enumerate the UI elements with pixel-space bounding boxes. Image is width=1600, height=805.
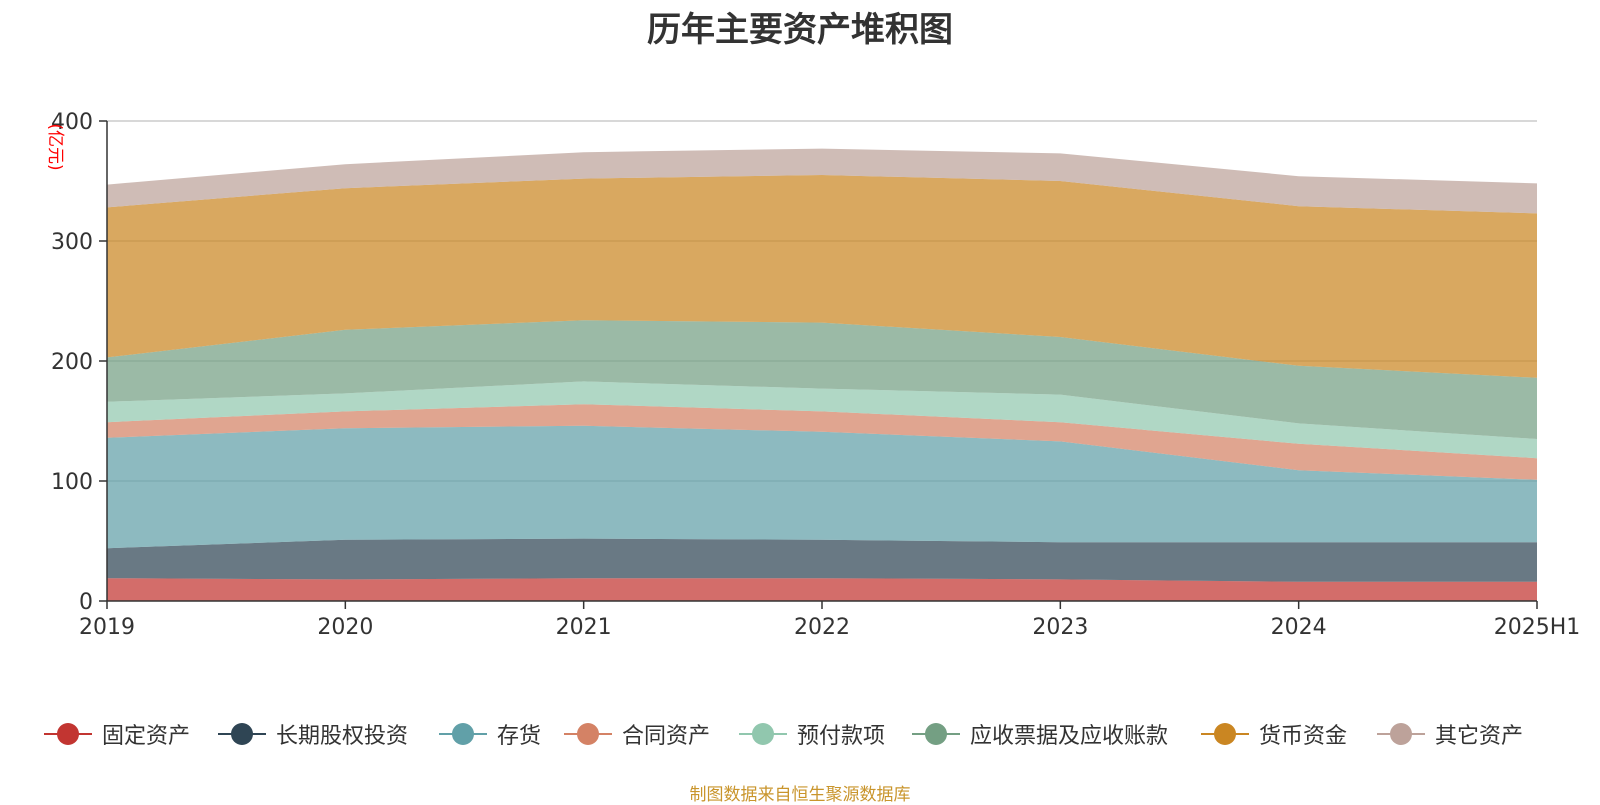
y-tick-label: 200	[51, 350, 93, 375]
legend-item-6[interactable]: 货币资金	[1199, 716, 1347, 752]
y-tick-label: 0	[79, 590, 93, 615]
x-tick-label: 2022	[794, 615, 850, 640]
legend-marker-icon	[737, 716, 789, 752]
area-series-0	[107, 578, 1537, 601]
x-tick-label: 2023	[1032, 615, 1088, 640]
legend-label: 存货	[497, 724, 542, 749]
legend-item-4[interactable]: 预付款项	[737, 716, 885, 752]
y-tick-label: 400	[51, 110, 93, 135]
x-tick-label: 2024	[1271, 615, 1327, 640]
legend-label: 预付款项	[797, 724, 886, 749]
legend-label: 合同资产	[622, 724, 711, 749]
legend-marker-icon	[562, 716, 614, 752]
y-tick-label: 300	[51, 230, 93, 255]
axes: 0 100 200 300 400 2019 2020 2021 2022 2023 2024 202…	[51, 110, 1580, 640]
area-series-6	[107, 175, 1537, 378]
area-series-7	[107, 148, 1537, 214]
area-series-3	[107, 404, 1537, 480]
stacked-area-chart: 0 100 200 300 400 2019 2020 2021 2022 2023 2024 202…	[45, 110, 1580, 640]
legend-marker-icon	[1199, 716, 1251, 752]
legend-label: 应收票据及应收账款	[970, 724, 1169, 749]
legend-item-7[interactable]: 其它资产	[1375, 716, 1523, 752]
legend-item-3[interactable]: 合同资产	[562, 716, 710, 752]
x-tick-label: 2021	[556, 615, 612, 640]
legend-marker-icon	[1375, 716, 1427, 752]
legend-marker-icon	[216, 716, 268, 752]
source-note: 制图数据来自恒生聚源数据库	[689, 785, 911, 805]
x-tick-label: 2025H1	[1494, 615, 1581, 640]
legend-label: 其它资产	[1435, 724, 1524, 749]
legend-item-1[interactable]: 长期股权投资	[216, 716, 408, 752]
legend-marker-icon	[42, 716, 94, 752]
area-series-2	[107, 425, 1537, 549]
area-series-5	[107, 320, 1537, 439]
legend-label: 固定资产	[102, 724, 191, 749]
legend-marker-icon	[910, 716, 962, 752]
legend-marker-icon	[437, 716, 489, 752]
x-tick-label: 2019	[79, 615, 135, 640]
area-series-4	[107, 381, 1537, 459]
chart-title: 历年主要资产堆积图	[647, 10, 953, 50]
area-series-group	[107, 148, 1537, 601]
legend: 固定资产 长期股权投资 存货 合同资产 预付款项 应收票据及应收账款 货币资金 其它资产	[0, 716, 1600, 752]
legend-label: 长期股权投资	[276, 724, 409, 749]
legend-label: 货币资金	[1259, 724, 1348, 749]
y-axis-unit-label: (亿元)	[45, 123, 65, 170]
legend-item-2[interactable]: 存货	[437, 716, 541, 752]
area-series-1	[107, 538, 1537, 582]
legend-item-0[interactable]: 固定资产	[42, 716, 190, 752]
x-tick-label: 2020	[317, 615, 373, 640]
legend-item-5[interactable]: 应收票据及应收账款	[910, 716, 1168, 752]
y-tick-label: 100	[51, 470, 93, 495]
